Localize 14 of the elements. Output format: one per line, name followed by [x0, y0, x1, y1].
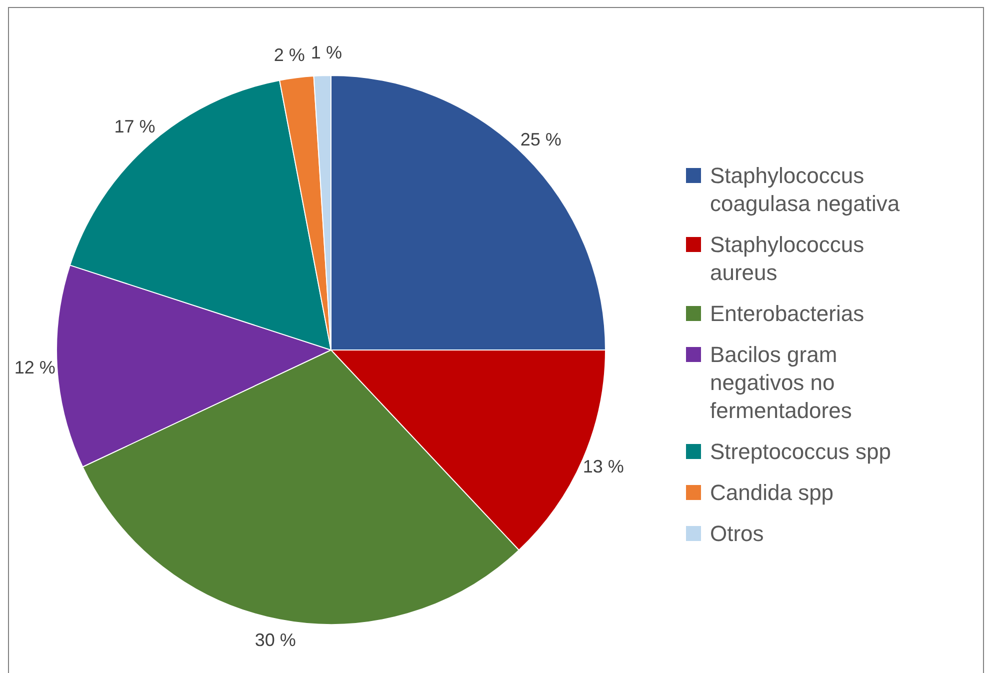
data-label: 12 % — [14, 358, 56, 378]
data-label: 2 % — [274, 44, 305, 65]
legend-label: Streptococcus spp — [710, 438, 892, 466]
data-label: 30 % — [254, 630, 296, 650]
data-label: 25 % — [520, 129, 562, 150]
data-label: 1 % — [310, 42, 342, 63]
legend-label: Staphylococcus aureus — [710, 231, 866, 287]
legend-label: Bacilos gram negativos no fermentadores — [710, 341, 853, 425]
legend-label: Enterobacterias — [710, 300, 866, 328]
legend-label: Otros — [710, 520, 765, 548]
data-label: 13 % — [582, 456, 624, 477]
legend-label: Candida spp — [710, 479, 835, 507]
data-label: 17 % — [114, 116, 156, 137]
legend-label: Staphylococcus coagulasa negativa — [710, 162, 901, 218]
